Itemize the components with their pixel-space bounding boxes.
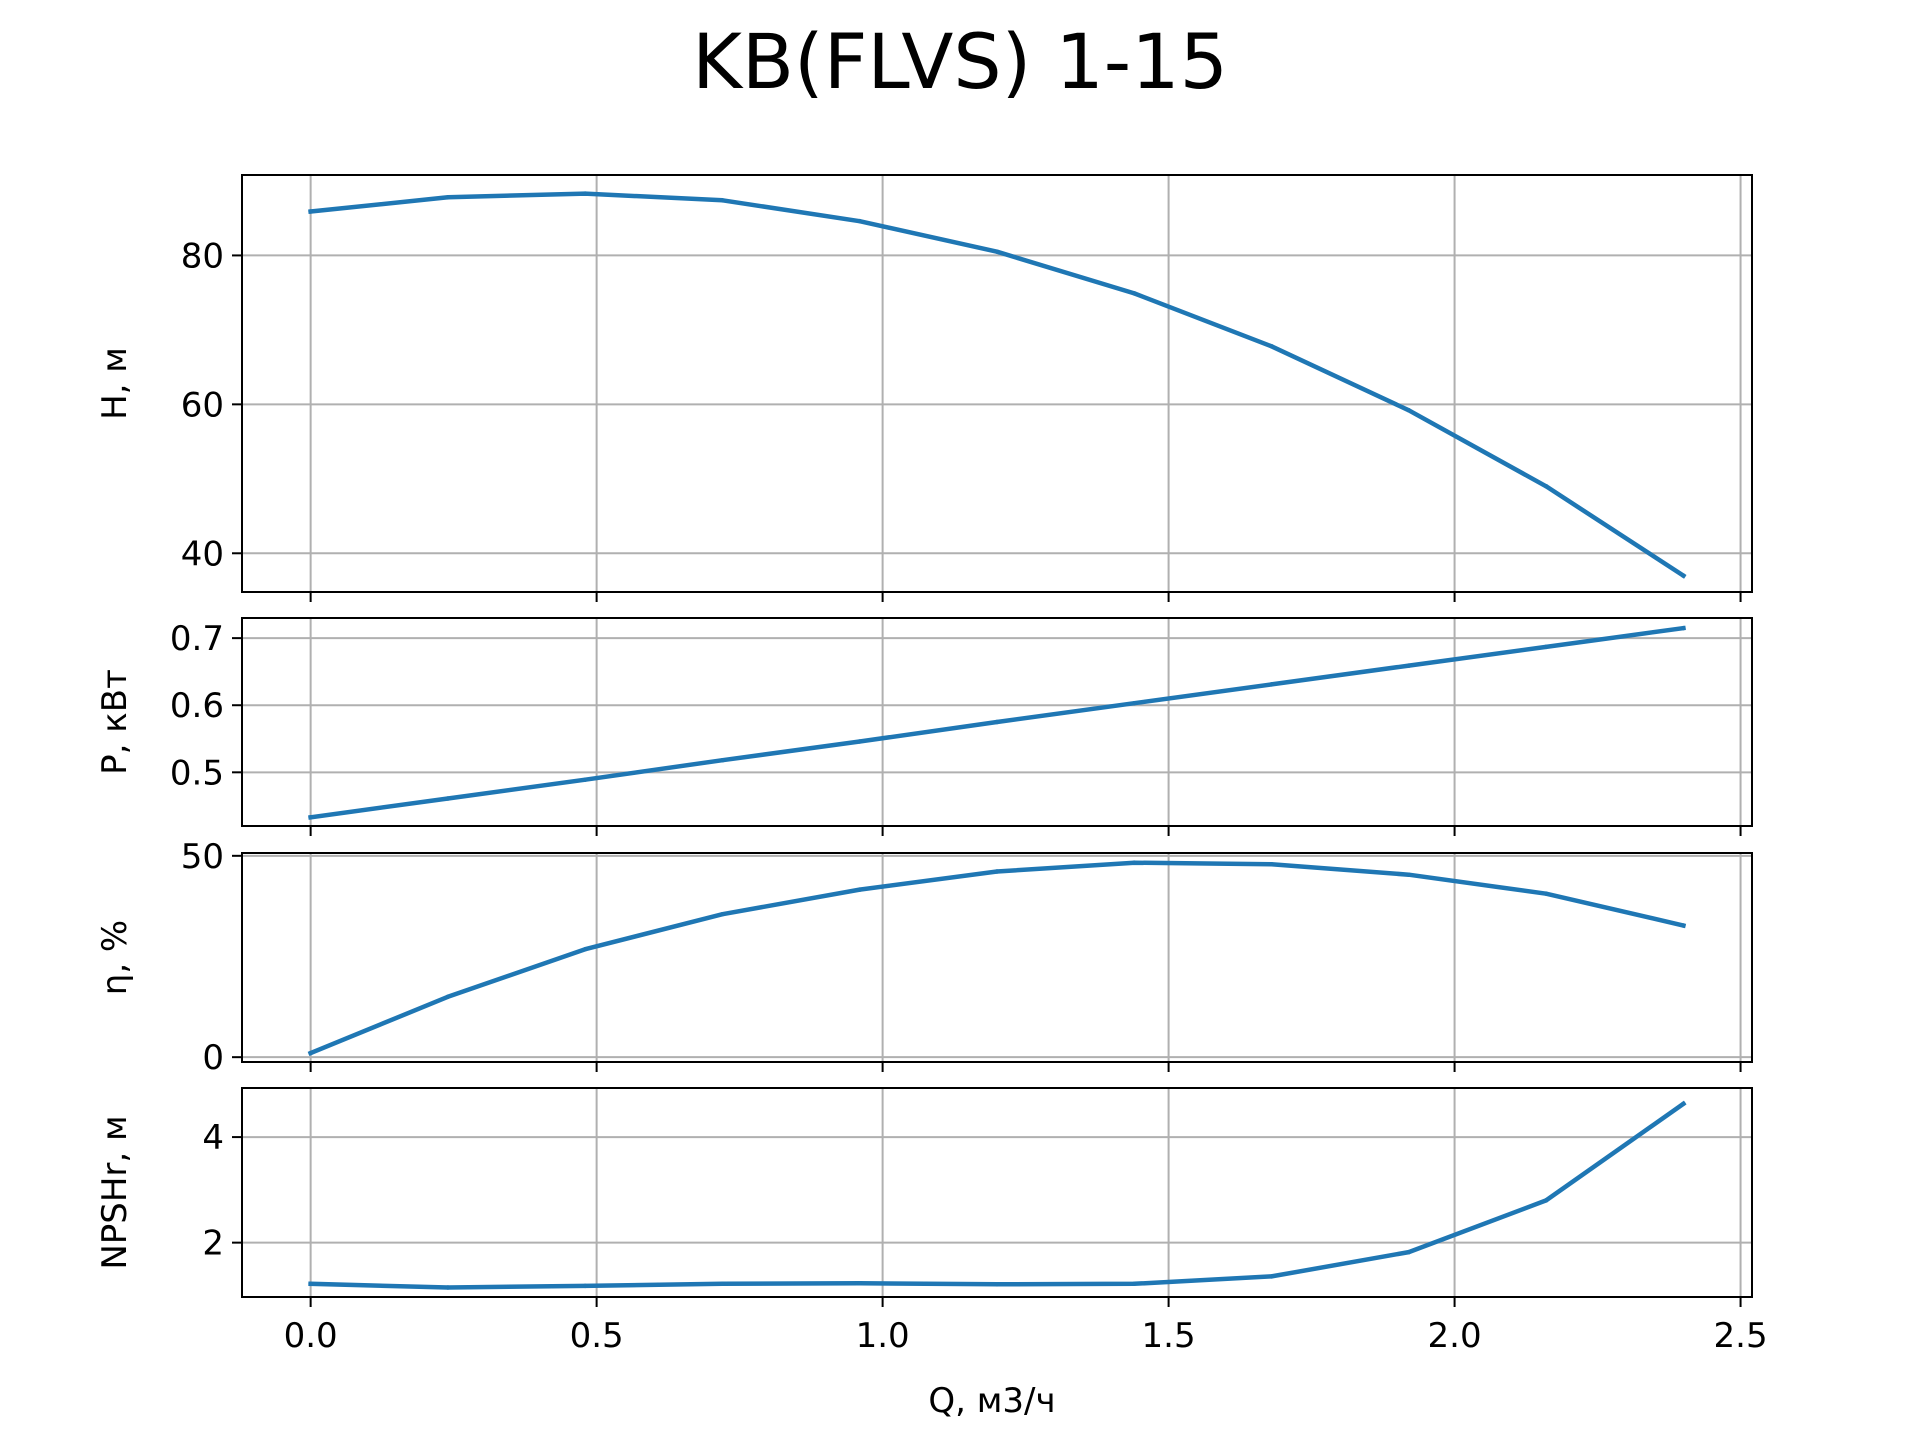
- data-point: [1681, 625, 1686, 631]
- data-point: [1406, 1249, 1412, 1255]
- y-axis-label: NPSHr, м: [95, 1115, 135, 1269]
- y-axis-label: η, %: [95, 920, 135, 995]
- y-axis-label: P, кВт: [95, 669, 135, 775]
- data-point: [308, 1281, 313, 1287]
- panel-frame: [241, 1087, 1753, 1298]
- data-point: [1269, 1274, 1274, 1279]
- panel-2: 0.5 0.6 0.7 P, кВт: [95, 617, 1753, 836]
- x-tick-label: 1.0: [856, 1316, 910, 1356]
- data-point: [445, 195, 451, 200]
- y-tick-label: 4: [202, 1118, 224, 1158]
- data-point: [994, 1282, 1000, 1287]
- data-point: [720, 198, 725, 203]
- data-point: [720, 911, 725, 917]
- data-point: [720, 757, 725, 763]
- data-point: [308, 209, 313, 214]
- x-tick-label: 1.5: [1142, 1316, 1196, 1356]
- x-axis-label: Q, м3/ч: [928, 1381, 1055, 1421]
- panel-4: 2 4 NPSHr, м 0.0 0.5 1.0 1.5 2.0 2.5: [95, 1087, 1768, 1356]
- data-point: [857, 887, 862, 892]
- y-tick-label: 40: [181, 534, 224, 574]
- data-point: [1269, 344, 1274, 349]
- data-point: [1269, 682, 1274, 687]
- data-point: [308, 815, 313, 820]
- data-point: [1681, 1101, 1686, 1107]
- chart-title: KB(FLVS) 1-15: [692, 17, 1228, 106]
- x-tick-label: 2.5: [1714, 1316, 1768, 1356]
- data-point: [1681, 573, 1686, 578]
- panel-frame: [241, 174, 1753, 593]
- data-point: [720, 1281, 725, 1287]
- data-point: [1132, 291, 1137, 296]
- data-point: [582, 777, 588, 782]
- y-tick-label: 60: [181, 385, 224, 425]
- y-tick-label: 80: [181, 236, 224, 276]
- data-point: [308, 1050, 313, 1056]
- data-point: [1406, 663, 1412, 668]
- data-point: [582, 191, 588, 196]
- y-tick-label: 0.6: [170, 686, 224, 726]
- y-tick-label: 2: [202, 1224, 224, 1264]
- data-point: [994, 869, 1000, 874]
- y-tick-label: 50: [181, 837, 224, 877]
- data-point: [1132, 860, 1137, 865]
- y-tick-label: 0.7: [170, 619, 224, 659]
- y-axis-label: H, м: [95, 347, 135, 420]
- data-point: [1543, 644, 1549, 650]
- data-point: [994, 249, 1000, 254]
- data-point: [1543, 484, 1549, 489]
- data-point: [445, 796, 451, 801]
- x-tick-label: 2.0: [1428, 1316, 1482, 1356]
- x-tick-label: 0.0: [284, 1316, 338, 1356]
- panel-1: 40 60 80 H, м: [95, 174, 1753, 602]
- data-point: [1269, 862, 1274, 867]
- data-point: [1543, 1198, 1549, 1203]
- data-point: [857, 218, 862, 224]
- data-point: [1132, 1281, 1137, 1287]
- panel-frame: [241, 617, 1753, 827]
- data-point: [582, 1283, 588, 1289]
- y-tick-label: 0: [202, 1038, 224, 1078]
- panel-frame: [241, 852, 1753, 1063]
- data-point: [445, 1285, 451, 1290]
- data-point: [1681, 923, 1686, 928]
- data-point: [857, 1281, 862, 1286]
- data-point: [1406, 872, 1412, 877]
- data-point: [1132, 700, 1137, 706]
- y-tick-label: 0.5: [170, 753, 224, 793]
- data-point: [582, 946, 588, 952]
- data-point: [1406, 408, 1412, 413]
- data-point: [994, 719, 1000, 725]
- data-point: [445, 994, 451, 1000]
- panel-3: 0 50 η, %: [95, 837, 1753, 1078]
- data-point: [857, 739, 862, 744]
- data-point: [1543, 891, 1549, 896]
- x-tick-label: 0.5: [570, 1316, 624, 1356]
